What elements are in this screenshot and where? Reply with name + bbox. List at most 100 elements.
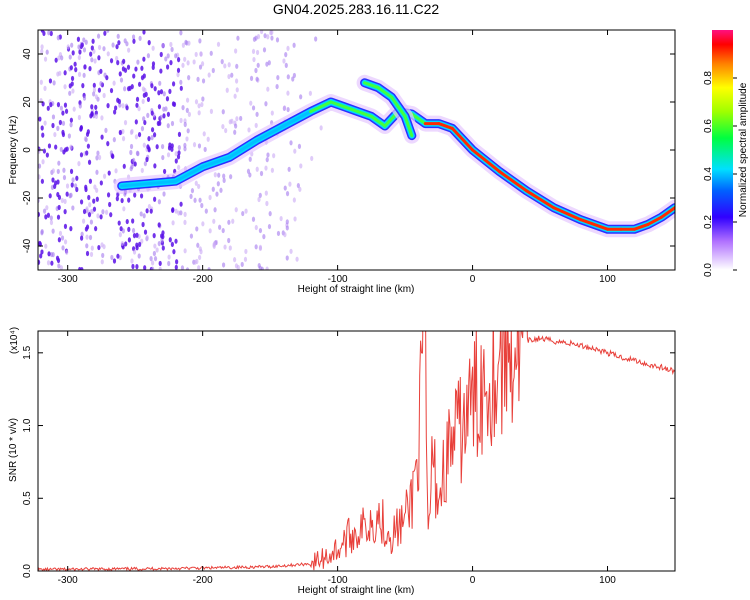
- ridge-core: [342, 105, 360, 114]
- noise-speck: [41, 132, 45, 138]
- noise-speck: [71, 88, 75, 94]
- noise-speck: [244, 208, 248, 214]
- noise-speck: [259, 30, 264, 35]
- noise-speck: [40, 48, 44, 54]
- noise-speck: [47, 251, 51, 257]
- noise-speck: [97, 55, 101, 61]
- noise-speck: [183, 211, 187, 217]
- noise-speck: [38, 163, 42, 169]
- noise-speck: [134, 66, 138, 72]
- noise-speck: [258, 244, 263, 250]
- noise-speck: [197, 143, 202, 149]
- noise-speck: [150, 83, 154, 89]
- noise-speck: [49, 219, 54, 226]
- noise-speck: [95, 169, 99, 175]
- noise-speck: [252, 56, 256, 63]
- noise-speck: [234, 123, 238, 129]
- noise-layer: [38, 30, 323, 270]
- colorbar-tick-label: 0.2: [703, 215, 714, 229]
- noise-speck: [282, 58, 286, 64]
- noise-speck: [158, 120, 162, 126]
- noise-speck: [56, 257, 61, 264]
- noise-speck: [234, 78, 239, 84]
- noise-speck: [234, 263, 239, 269]
- noise-speck: [153, 86, 157, 92]
- noise-speck: [236, 35, 240, 41]
- noise-speck: [221, 123, 225, 130]
- noise-speck: [248, 156, 252, 162]
- noise-speck: [49, 102, 53, 108]
- noise-speck: [142, 213, 146, 219]
- noise-speck: [117, 220, 121, 226]
- noise-speck: [221, 227, 225, 234]
- ridge-core: [120, 179, 178, 188]
- noise-speck: [119, 226, 123, 232]
- ridge-core: [471, 148, 502, 174]
- noise-speck: [149, 208, 153, 214]
- noise-speck: [198, 197, 202, 203]
- noise-speck: [47, 30, 51, 36]
- noise-speck: [123, 67, 128, 73]
- noise-speck: [119, 77, 124, 83]
- noise-speck: [212, 218, 216, 224]
- chart-title: GN04.2025.283.16.11.C22: [273, 1, 440, 17]
- noise-speck: [46, 212, 51, 218]
- noise-speck: [201, 96, 205, 102]
- noise-speck: [147, 40, 151, 46]
- noise-speck: [167, 254, 171, 260]
- noise-speck: [228, 245, 232, 251]
- noise-speck: [145, 208, 149, 214]
- noise-speck: [121, 128, 125, 135]
- noise-speck: [157, 90, 161, 96]
- ridge-core: [525, 189, 556, 210]
- colorbar-label: Normalized spectral amplitude: [738, 82, 749, 217]
- noise-speck: [267, 223, 272, 230]
- noise-speck: [56, 35, 60, 41]
- noise-speck: [161, 154, 165, 161]
- bottom-x-axis-label: Height of straight line (km): [298, 585, 415, 596]
- colorbar-tick-label: 0.8: [703, 71, 714, 85]
- noise-speck: [86, 143, 90, 149]
- noise-speck: [235, 87, 239, 93]
- noise-speck: [111, 153, 115, 160]
- noise-speck: [285, 219, 289, 225]
- noise-speck: [51, 177, 55, 183]
- noise-speck: [180, 265, 185, 270]
- noise-speck: [194, 99, 199, 105]
- ridge-layer: [113, 74, 675, 238]
- noise-speck: [117, 40, 121, 46]
- noise-speck: [248, 172, 252, 178]
- noise-speck: [167, 260, 171, 267]
- noise-speck: [239, 115, 243, 122]
- noise-speck: [108, 201, 112, 208]
- noise-speck: [152, 233, 156, 239]
- noise-speck: [60, 235, 65, 241]
- noise-speck: [256, 34, 261, 40]
- noise-speck: [310, 155, 314, 162]
- noise-speck: [121, 103, 125, 109]
- noise-speck: [132, 157, 136, 163]
- noise-speck: [97, 154, 102, 161]
- noise-speck: [160, 143, 165, 150]
- noise-speck: [183, 146, 187, 152]
- noise-speck: [152, 132, 157, 138]
- noise-speck: [63, 209, 67, 215]
- noise-speck: [289, 248, 293, 254]
- noise-speck: [130, 128, 134, 135]
- noise-speck: [115, 196, 119, 202]
- noise-speck: [286, 106, 290, 113]
- noise-speck: [254, 67, 258, 74]
- noise-speck: [106, 103, 110, 109]
- noise-speck: [78, 103, 82, 109]
- noise-speck: [115, 55, 119, 62]
- noise-speck: [116, 60, 120, 66]
- top-x-ticks: -300 -200 -100 0 100: [58, 30, 616, 285]
- noise-speck: [57, 160, 61, 166]
- colorbar-tick-label: 0.6: [703, 119, 714, 133]
- noise-speck: [51, 228, 55, 234]
- noise-speck: [130, 258, 134, 264]
- noise-speck: [88, 202, 92, 208]
- noise-speck: [143, 265, 147, 270]
- ridge-core: [282, 110, 313, 128]
- noise-speck: [82, 47, 87, 53]
